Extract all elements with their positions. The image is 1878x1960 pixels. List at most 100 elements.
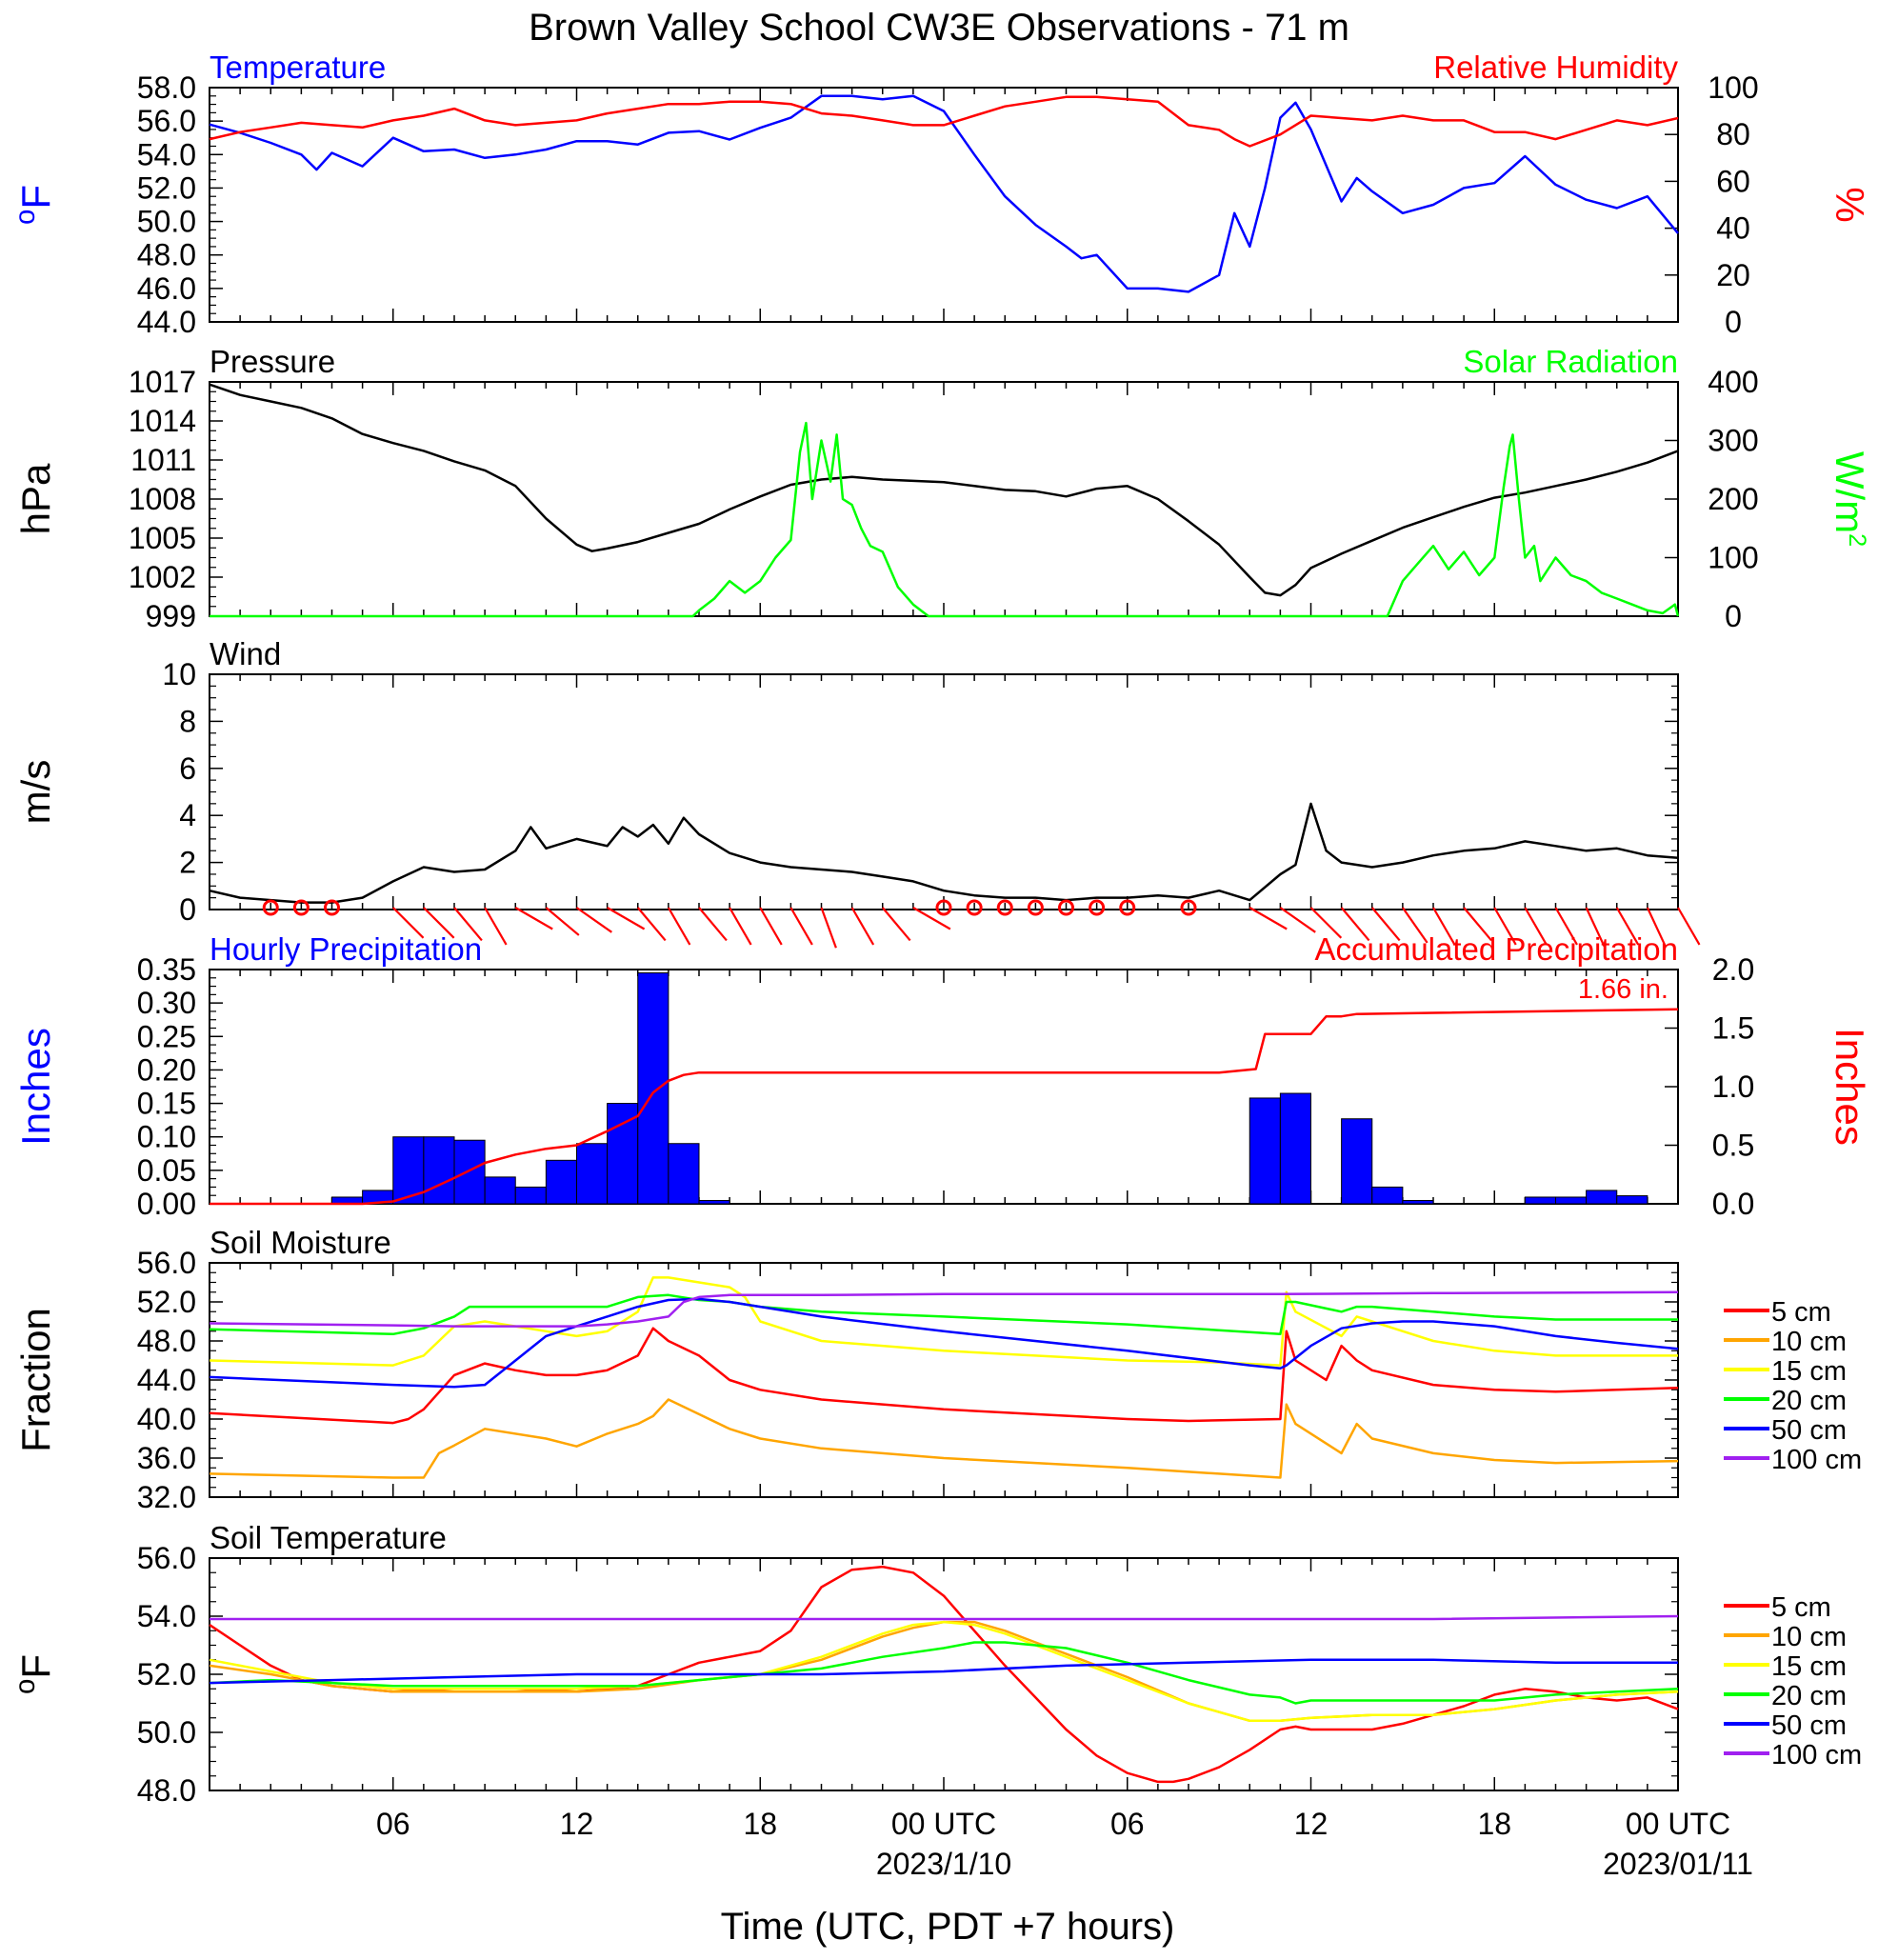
panel-title-left: Temperature: [210, 50, 386, 85]
series-line-pressure: [209, 383, 1679, 597]
wind-barb: [1554, 907, 1578, 946]
precip-bar: [1555, 1196, 1588, 1205]
wind-barb: [850, 907, 875, 946]
wind-barb: [1585, 907, 1606, 948]
y-tick-label-left: 0.10: [137, 1120, 196, 1154]
y-tick-label-left: 0.00: [137, 1187, 196, 1221]
wind-barb: [1249, 907, 1288, 930]
y-tick-label-left: 48.0: [137, 1773, 196, 1808]
series-line-temperature: [209, 94, 1679, 293]
y-axis-unit-right: Inches: [1828, 1028, 1872, 1146]
y-tick-label-right: 0.0: [1712, 1187, 1754, 1221]
legend-label: 15 cm: [1771, 1356, 1847, 1387]
y-tick-label-left: 1008: [129, 482, 196, 516]
x-tick-label: 12: [1294, 1807, 1329, 1841]
precip-bar: [668, 1143, 700, 1205]
panel-pressure_solar: 999 1002 1005 1008 1011 1014 1017 0 100 200 300 400…: [129, 344, 1759, 633]
series-line-20-cm: [209, 1293, 1678, 1336]
panel-title-left: Soil Moisture: [210, 1225, 391, 1260]
wind-barb: [607, 907, 646, 930]
series-line-accumulated-precipitation: [210, 1008, 1679, 1206]
wind-barb: [453, 907, 483, 942]
legend-label: 10 cm: [1771, 1327, 1847, 1357]
y-tick-label-left: 52.0: [137, 170, 196, 205]
y-tick-label-left: 1011: [130, 443, 196, 477]
y-tick-label-left: 50.0: [137, 205, 196, 239]
x-tick-label: 00 UTC: [1626, 1807, 1730, 1841]
precip-bar: [698, 1199, 730, 1205]
y-axis-unit-left: oF: [10, 185, 59, 225]
series-line-5-cm: [209, 1565, 1679, 1784]
accumulated-total-label: 1.66 in.: [1578, 974, 1668, 1005]
y-tick-label-left: 0: [179, 892, 196, 927]
series-line-15-cm: [209, 1620, 1679, 1723]
precip-bar: [545, 1159, 577, 1205]
x-tick-label: 06: [1110, 1807, 1145, 1841]
wind-barb: [1646, 907, 1667, 948]
y-tick-label-left: 54.0: [137, 1599, 196, 1633]
wind-barb: [1340, 907, 1370, 942]
y-tick-label-left: 0.25: [137, 1019, 196, 1053]
y-tick-label-left: 54.0: [137, 137, 196, 171]
panel-title-left: Pressure: [210, 344, 335, 379]
x-tick-label: 12: [560, 1807, 594, 1841]
y-tick-label-left: 56.0: [137, 1541, 196, 1575]
y-tick-label-right: 80: [1716, 117, 1750, 151]
panel-title-left: Hourly Precipitation: [210, 931, 482, 967]
series-line-50-cm: [209, 1658, 1678, 1685]
y-tick-label-left: 52.0: [137, 1285, 196, 1319]
y-tick-label-left: 48.0: [137, 238, 196, 272]
wind-barb: [1401, 907, 1428, 944]
y-tick-label-left: 1002: [129, 560, 196, 594]
y-tick-label-right: 0.5: [1712, 1129, 1754, 1163]
y-tick-label-left: 40.0: [137, 1402, 196, 1436]
x-tick-label: 18: [1477, 1807, 1511, 1841]
x-axis-label: Time (UTC, PDT +7 hours): [721, 1906, 1175, 1948]
wind-barb: [667, 907, 691, 946]
legend-label: 100 cm: [1771, 1740, 1862, 1770]
panel-temperature_humidity: 44.046.048.050.052.054.056.058.0 0 20 40 60 8…: [137, 50, 1759, 339]
y-tick-label-left: 0.20: [137, 1052, 196, 1087]
y-tick-label-right: 400: [1708, 365, 1758, 399]
y-tick-label-left: 4: [179, 798, 196, 832]
calm-wind-marker: [966, 899, 983, 916]
panel-frame: [209, 381, 1679, 617]
legend-label: 20 cm: [1771, 1386, 1847, 1416]
legend-label: 5 cm: [1771, 1297, 1831, 1328]
wind-barb: [912, 907, 951, 930]
y-tick-label-left: 58.0: [137, 70, 196, 105]
panel-frame: [209, 1557, 1679, 1791]
y-tick-label-left: 10: [162, 657, 196, 691]
panel-title-left: Soil Temperature: [210, 1520, 447, 1555]
y-tick-label-right: 1.5: [1712, 1011, 1754, 1046]
calm-wind-marker: [324, 899, 340, 916]
panel-frame: [209, 969, 1679, 1205]
legend-label: 5 cm: [1771, 1592, 1831, 1623]
precip-bar: [576, 1143, 609, 1205]
y-tick-label-right: 300: [1708, 424, 1758, 458]
precip-bar: [1616, 1195, 1648, 1205]
series-line-10-cm: [209, 1398, 1679, 1479]
wind-barb: [423, 907, 455, 939]
series-line-20-cm: [209, 1641, 1679, 1705]
legend-label: 50 cm: [1771, 1710, 1847, 1741]
y-tick-label-left: 0.30: [137, 986, 196, 1020]
calm-wind-marker: [292, 899, 310, 916]
calm-wind-marker: [262, 899, 279, 916]
y-tick-label-left: 0.35: [137, 952, 196, 987]
y-tick-label-left: 52.0: [137, 1657, 196, 1691]
precip-bar: [637, 972, 669, 1205]
panel-title-right: Accumulated Precipitation: [1314, 931, 1678, 967]
y-tick-label-left: 50.0: [137, 1715, 196, 1750]
y-tick-label-left: 999: [146, 599, 196, 633]
series-line-relative-humidity: [209, 95, 1679, 148]
y-tick-label-left: 2: [179, 846, 196, 880]
calm-wind-marker: [935, 899, 952, 916]
panel-soil_temperature: 48.0 50.0 52.0 54.0 56.0 Soil Temperature 5 cm…: [137, 1520, 1862, 1808]
wind-barb: [789, 907, 813, 946]
y-tick-label-left: 36.0: [137, 1441, 196, 1475]
panel-title-right: Solar Radiation: [1463, 344, 1678, 379]
wind-barb: [391, 907, 425, 939]
y-axis-unit-left: oF: [10, 1654, 59, 1694]
wind-barb: [514, 907, 553, 930]
